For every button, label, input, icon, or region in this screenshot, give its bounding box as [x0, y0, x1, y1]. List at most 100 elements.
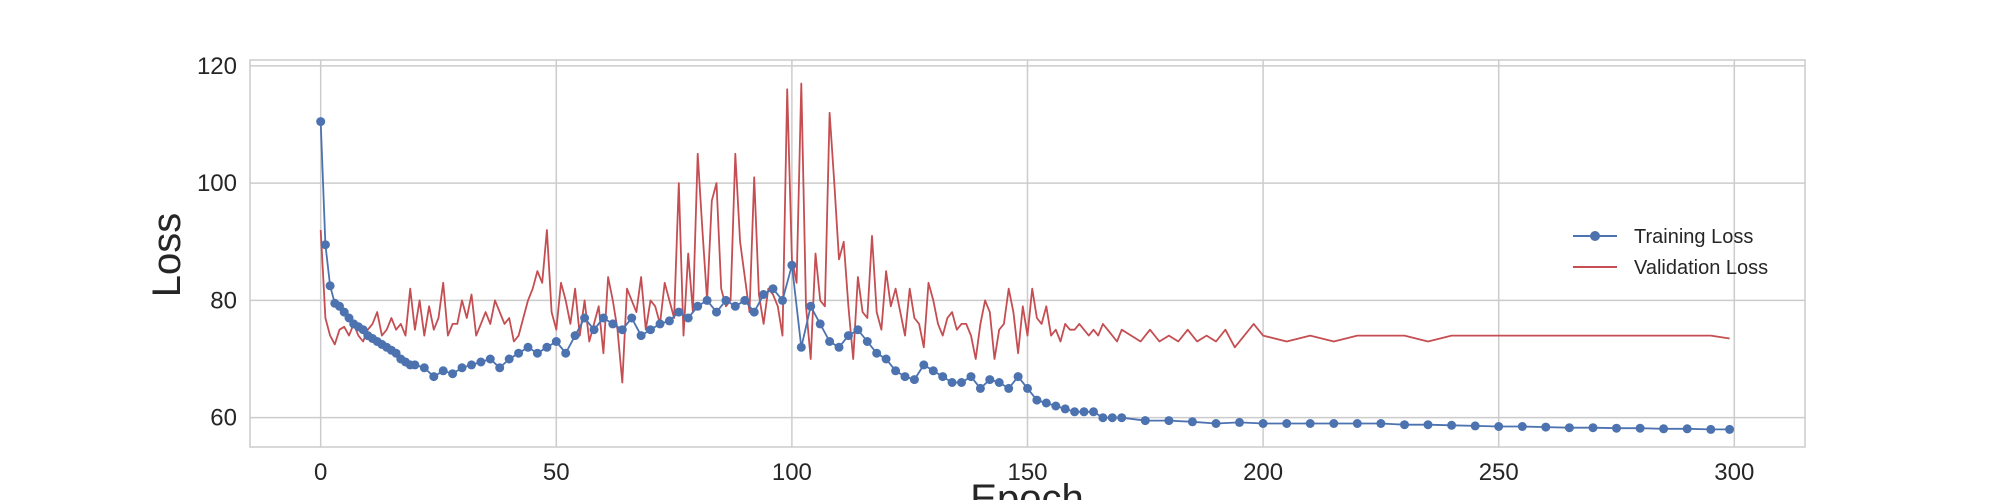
training-loss-point	[1725, 424, 1735, 434]
training-loss-point	[320, 240, 330, 250]
training-loss-point	[1041, 398, 1051, 408]
training-loss-point	[843, 331, 853, 341]
training-loss-point	[768, 284, 778, 294]
training-loss-point	[1517, 422, 1527, 431]
training-loss-point	[994, 378, 1004, 387]
x-tick-label-150: 150	[1007, 459, 1047, 486]
training-loss-point	[1079, 407, 1089, 417]
legend-item-training: Training Loss	[1573, 226, 1753, 248]
training-loss-point	[815, 319, 825, 329]
training-loss-point	[419, 363, 429, 373]
training-loss-point	[1140, 416, 1150, 426]
training-loss-point	[429, 372, 439, 382]
training-loss-point	[749, 307, 759, 317]
training-loss-point	[1235, 417, 1244, 427]
training-loss-point	[1659, 424, 1669, 434]
training-loss-point	[938, 372, 948, 382]
y-axis-title: Loss	[145, 213, 189, 298]
training-loss-point	[580, 313, 590, 323]
training-loss-point	[542, 342, 552, 352]
training-loss-point	[1089, 407, 1098, 417]
training-loss-point	[674, 307, 684, 317]
training-loss-point	[504, 354, 514, 364]
training-loss-point	[589, 325, 599, 335]
training-loss-point	[617, 325, 627, 335]
training-loss-point	[1164, 416, 1174, 426]
training-loss-point	[1060, 404, 1070, 414]
x-tick-label-50: 50	[543, 459, 570, 486]
x-tick-label-300: 300	[1714, 459, 1754, 486]
training-loss-point	[551, 337, 561, 346]
legend-validation-label: Validation Loss	[1634, 257, 1768, 279]
training-loss-point	[825, 337, 835, 346]
training-loss-point	[457, 363, 467, 373]
training-loss-point	[1612, 423, 1621, 433]
training-loss-point	[325, 281, 335, 291]
training-loss-point	[947, 378, 957, 387]
training-loss-point	[909, 375, 919, 385]
x-tick-label-0: 0	[314, 459, 327, 486]
training-loss-point	[664, 316, 674, 326]
training-loss-point	[1023, 383, 1032, 393]
training-loss-point	[627, 313, 637, 323]
training-loss-point	[1400, 420, 1409, 430]
training-loss-point	[1098, 413, 1108, 423]
training-loss-point	[1706, 424, 1716, 434]
training-loss-point	[1376, 419, 1386, 428]
training-loss-point	[862, 337, 872, 346]
training-loss-point	[806, 301, 816, 311]
y-tick-label-100: 100	[197, 170, 237, 197]
training-loss-point	[1305, 419, 1315, 428]
training-loss-point	[1635, 423, 1645, 433]
x-tick-label-250: 250	[1479, 459, 1519, 486]
training-loss-point	[1107, 413, 1117, 423]
training-loss-point	[1352, 419, 1362, 428]
legend-training-label: Training Loss	[1634, 226, 1753, 248]
training-loss-point	[957, 378, 966, 387]
x-tick-label-200: 200	[1243, 459, 1283, 486]
x-axis-title: Epoch	[970, 477, 1083, 500]
training-loss-point	[872, 348, 882, 358]
training-loss-point	[410, 360, 420, 370]
training-loss-point	[485, 354, 495, 364]
training-loss-point	[1423, 420, 1433, 430]
training-loss-point	[514, 348, 524, 358]
series-layer	[316, 82, 1735, 434]
training-loss-point	[1004, 383, 1014, 393]
grid-lines	[250, 60, 1805, 447]
training-loss-point	[796, 342, 806, 352]
training-loss-point	[787, 260, 797, 270]
training-loss-point	[985, 375, 995, 385]
training-loss-point	[561, 348, 571, 358]
training-loss-point	[1013, 372, 1023, 382]
training-loss-point	[778, 295, 787, 305]
training-loss-point	[467, 360, 476, 370]
training-loss-point	[1588, 423, 1598, 433]
training-loss-point	[646, 325, 655, 335]
training-loss-point	[1282, 419, 1292, 428]
training-loss-point	[1329, 419, 1339, 428]
training-loss-point	[730, 301, 740, 311]
training-loss-point	[438, 366, 448, 376]
legend: Training Loss Validation Loss	[1573, 226, 1768, 279]
training-loss-point	[636, 331, 646, 341]
x-tick-label-100: 100	[772, 459, 812, 486]
training-loss-point	[1070, 407, 1080, 417]
training-loss-point	[1564, 423, 1574, 433]
tick-labels: 0 50 100 150 200 250 300 60 80 100 120	[197, 53, 1754, 486]
training-loss-point	[1187, 417, 1197, 427]
training-loss-point	[1447, 420, 1457, 430]
training-loss-point	[966, 372, 976, 382]
training-loss-point	[1470, 421, 1480, 431]
training-loss-point	[523, 342, 533, 352]
training-loss-point	[881, 354, 891, 364]
training-loss-point	[683, 313, 693, 323]
y-tick-label-60: 60	[210, 405, 237, 432]
training-loss-point	[900, 372, 910, 382]
training-loss-point	[532, 348, 542, 358]
training-loss-point	[702, 295, 712, 305]
training-loss-point	[721, 295, 731, 305]
training-loss-point	[1541, 422, 1551, 432]
training-loss-point	[1258, 419, 1268, 428]
training-loss-point	[693, 301, 703, 311]
